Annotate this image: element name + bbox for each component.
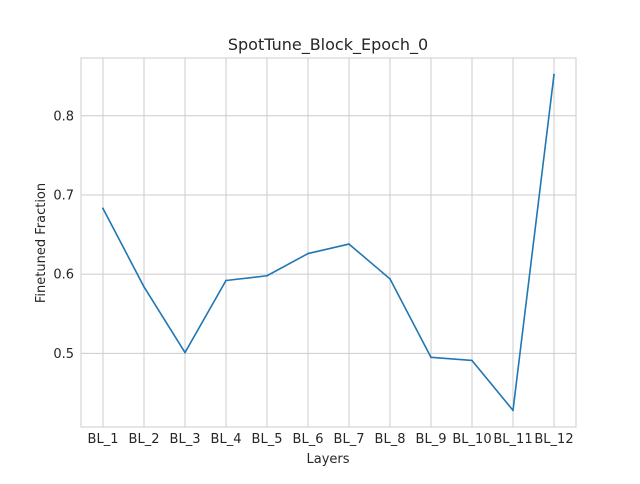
x-tick-label: BL_1 xyxy=(88,432,119,447)
y-axis-label: Finetuned Fraction xyxy=(34,183,49,303)
series-layer xyxy=(102,73,555,412)
x-tick-label: BL_12 xyxy=(534,432,573,447)
y-tick-label: 0.7 xyxy=(53,188,74,203)
x-tick-label: BL_5 xyxy=(252,432,283,447)
y-tick-labels: 0.5 0.6 0.7 0.8 xyxy=(53,109,74,362)
x-tick-label: BL_10 xyxy=(452,432,491,447)
x-tick-label: BL_4 xyxy=(211,432,242,447)
data-point xyxy=(266,274,268,277)
data-point xyxy=(184,351,186,354)
data-point xyxy=(143,285,145,288)
y-tick-label: 0.8 xyxy=(53,109,74,124)
x-tick-label: BL_3 xyxy=(170,432,201,447)
x-tick-label: BL_9 xyxy=(416,432,447,447)
x-tick-label: BL_8 xyxy=(375,432,406,447)
x-tick-label: BL_11 xyxy=(493,432,532,447)
data-point xyxy=(225,279,227,282)
x-tick-label: BL_7 xyxy=(334,432,365,447)
plot-area-frame xyxy=(80,57,577,428)
x-axis-label: Layers xyxy=(306,452,349,467)
data-point xyxy=(512,409,514,412)
data-point xyxy=(307,252,309,255)
y-tick-label: 0.5 xyxy=(53,347,74,362)
y-tick-label: 0.6 xyxy=(53,268,74,283)
data-point xyxy=(471,359,473,362)
data-point xyxy=(389,278,391,280)
data-point xyxy=(553,73,555,76)
chart-title: SpotTune_Block_Epoch_0 xyxy=(228,35,428,55)
x-tick-labels: BL_1 BL_2 BL_3 BL_4 BL_5 BL_6 BL_7 BL_8 BL_9 BL_1… xyxy=(88,432,574,447)
x-tick-label: BL_6 xyxy=(293,432,324,447)
series-line xyxy=(102,73,555,412)
x-tick-label: BL_2 xyxy=(129,432,160,447)
data-point xyxy=(430,356,432,359)
data-point xyxy=(348,243,350,245)
grid xyxy=(81,58,576,427)
data-point xyxy=(102,207,104,210)
